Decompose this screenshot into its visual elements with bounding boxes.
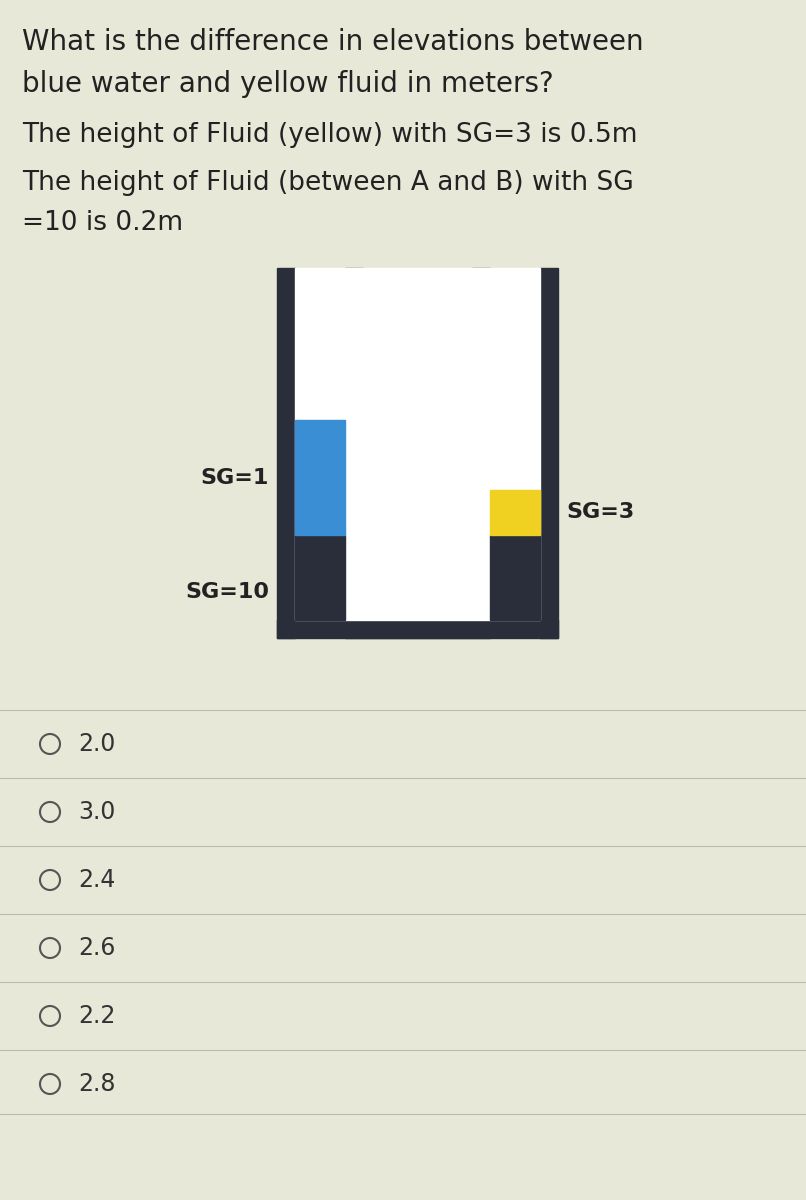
Bar bbox=[345, 268, 490, 620]
Bar bbox=[472, 268, 490, 638]
Text: SG=3: SG=3 bbox=[566, 503, 634, 522]
Text: 2.0: 2.0 bbox=[78, 732, 115, 756]
Text: SG=10: SG=10 bbox=[185, 582, 269, 602]
Bar bbox=[540, 268, 558, 638]
Text: B: B bbox=[444, 504, 464, 530]
Bar bbox=[277, 620, 558, 638]
Text: 2.6: 2.6 bbox=[78, 936, 115, 960]
Text: 3.0: 3.0 bbox=[78, 800, 115, 824]
Bar bbox=[295, 420, 345, 535]
Bar bbox=[295, 268, 345, 620]
Bar bbox=[490, 490, 540, 535]
Text: The height of Fluid (between A and B) with SG: The height of Fluid (between A and B) wi… bbox=[22, 170, 634, 196]
Text: 2.4: 2.4 bbox=[78, 868, 115, 892]
Bar bbox=[277, 268, 295, 638]
Text: 2.2: 2.2 bbox=[78, 1004, 115, 1028]
Text: blue water and yellow fluid in meters?: blue water and yellow fluid in meters? bbox=[22, 70, 554, 98]
Text: What is the difference in elevations between: What is the difference in elevations bet… bbox=[22, 28, 644, 56]
Text: A: A bbox=[371, 540, 392, 566]
Bar bbox=[345, 268, 363, 638]
Bar bbox=[295, 535, 345, 620]
Bar bbox=[490, 535, 540, 620]
Text: 2.8: 2.8 bbox=[78, 1072, 115, 1096]
Text: The height of Fluid (yellow) with SG=3 is 0.5m: The height of Fluid (yellow) with SG=3 i… bbox=[22, 122, 638, 148]
Bar bbox=[490, 268, 540, 620]
Text: =10 is 0.2m: =10 is 0.2m bbox=[22, 210, 183, 236]
Bar bbox=[363, 620, 472, 638]
Text: SG=1: SG=1 bbox=[201, 468, 269, 487]
